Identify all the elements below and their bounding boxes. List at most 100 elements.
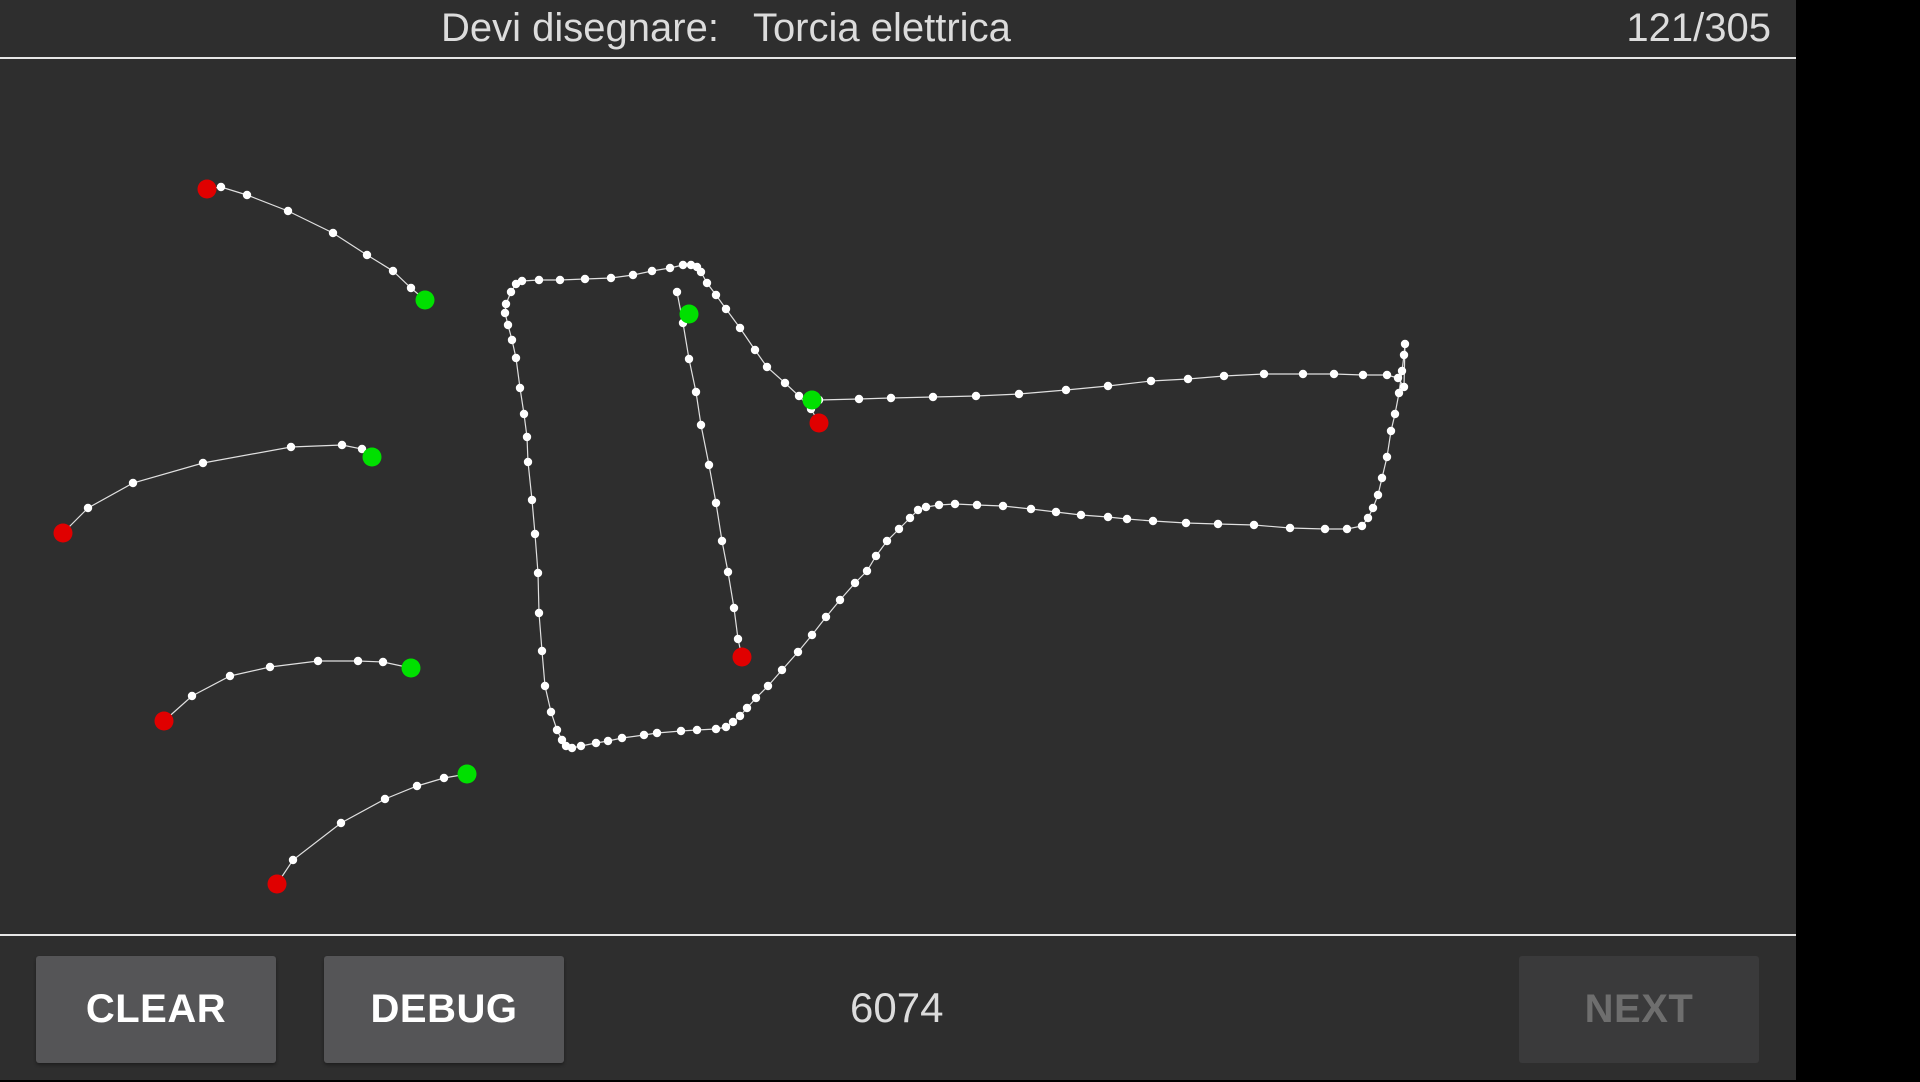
stroke-sample-point bbox=[1103, 512, 1113, 522]
stroke-sample-point bbox=[763, 681, 773, 691]
stroke-sample-point bbox=[580, 274, 590, 284]
stroke-sample-point bbox=[617, 733, 627, 743]
stroke-sample-point bbox=[692, 725, 702, 735]
stroke-sample-point bbox=[882, 536, 892, 546]
stroke-sample-point bbox=[519, 409, 529, 419]
stroke-sample-point bbox=[928, 392, 938, 402]
stroke-sample-point bbox=[576, 741, 586, 751]
stroke-sample-point bbox=[1122, 514, 1132, 524]
stroke-sample-point bbox=[742, 703, 752, 713]
stroke-sample-point bbox=[362, 250, 372, 260]
stroke-sample-point bbox=[794, 391, 804, 401]
stroke-sample-point bbox=[555, 275, 565, 285]
stroke-sample-point bbox=[380, 794, 390, 804]
stroke-sample-point bbox=[672, 287, 682, 297]
stroke-sample-point bbox=[1259, 369, 1269, 379]
stroke-sample-point bbox=[1377, 473, 1387, 483]
stroke-sample-point bbox=[686, 260, 696, 270]
stroke-sample-point bbox=[950, 499, 960, 509]
stroke-line bbox=[276, 773, 468, 885]
stroke-sample-point bbox=[523, 457, 533, 467]
stroke-sample-point bbox=[684, 354, 694, 364]
stroke-start-point bbox=[154, 711, 174, 731]
stroke-sample-point bbox=[283, 206, 293, 216]
stroke-sample-point bbox=[328, 228, 338, 238]
stroke-sample-point bbox=[998, 501, 1008, 511]
stroke-sample-point bbox=[336, 818, 346, 828]
stroke-sample-point bbox=[862, 566, 872, 576]
stroke-sample-point bbox=[793, 647, 803, 657]
stroke-sample-point bbox=[1400, 339, 1410, 349]
stroke-sample-point bbox=[728, 717, 738, 727]
stroke-sample-point bbox=[533, 568, 543, 578]
stroke-sample-point bbox=[530, 529, 540, 539]
stroke-sample-point bbox=[527, 495, 537, 505]
stroke-sample-point bbox=[1183, 374, 1193, 384]
stroke-sample-point bbox=[1358, 370, 1368, 380]
prompt-label: Devi disegnare: bbox=[441, 6, 719, 50]
stroke-sample-point bbox=[1051, 507, 1061, 517]
stroke-sample-point bbox=[696, 420, 706, 430]
stroke-sample-point bbox=[711, 498, 721, 508]
stroke-sample-point bbox=[242, 190, 252, 200]
stroke-sample-point bbox=[665, 263, 675, 273]
stroke-sample-point bbox=[534, 275, 544, 285]
stroke-sample-point bbox=[412, 781, 422, 791]
stroke-sample-point bbox=[1026, 504, 1036, 514]
stroke-sample-point bbox=[1146, 376, 1156, 386]
stroke-sample-point bbox=[1181, 518, 1191, 528]
stroke-sample-point bbox=[921, 502, 931, 512]
stroke-sample-point bbox=[652, 728, 662, 738]
stroke-sample-point bbox=[1342, 524, 1352, 534]
stroke-sample-point bbox=[567, 743, 577, 753]
stroke-sample-point bbox=[1399, 350, 1409, 360]
stroke-sample-point bbox=[606, 273, 616, 283]
clear-button[interactable]: CLEAR bbox=[36, 956, 276, 1063]
stroke-sample-point bbox=[534, 608, 544, 618]
stroke-sample-point bbox=[540, 681, 550, 691]
stroke-sample-point bbox=[128, 478, 138, 488]
stroke-sample-point bbox=[1103, 381, 1113, 391]
stroke-sample-point bbox=[388, 266, 398, 276]
stroke-sample-point bbox=[507, 335, 517, 345]
debug-button[interactable]: DEBUG bbox=[324, 956, 564, 1063]
stroke-sample-point bbox=[1219, 371, 1229, 381]
stroke-sample-point bbox=[735, 323, 745, 333]
stroke-sample-point bbox=[1393, 373, 1403, 383]
stroke-flashlight-switch bbox=[672, 287, 752, 667]
stroke-sample-point bbox=[1368, 503, 1378, 513]
stroke-sample-point bbox=[557, 735, 567, 745]
stroke-sample-point bbox=[511, 353, 521, 363]
stroke-sample-point bbox=[1249, 520, 1259, 530]
stroke-sample-point bbox=[286, 442, 296, 452]
stroke-sample-point bbox=[1329, 369, 1339, 379]
stroke-sample-point bbox=[552, 725, 562, 735]
stroke-end-point bbox=[362, 447, 382, 467]
stroke-sample-point bbox=[711, 290, 721, 300]
stroke-ray-4 bbox=[267, 764, 477, 894]
stroke-sample-point bbox=[511, 279, 521, 289]
stroke-sample-point bbox=[835, 595, 845, 605]
stroke-ray-1 bbox=[197, 179, 435, 310]
stroke-sample-point bbox=[717, 536, 727, 546]
stroke-end-point bbox=[401, 658, 421, 678]
stroke-sample-point bbox=[1298, 369, 1308, 379]
stroke-sample-point bbox=[515, 383, 525, 393]
drawing-canvas[interactable] bbox=[0, 59, 1796, 933]
footer-bar: CLEAR DEBUG 6074 NEXT bbox=[0, 934, 1796, 1082]
stroke-end-point bbox=[679, 304, 699, 324]
stroke-sample-point bbox=[216, 182, 226, 192]
header-bar: Devi disegnare: Torcia elettrica 121/305 bbox=[0, 0, 1796, 59]
stroke-sample-point bbox=[711, 724, 721, 734]
next-button[interactable]: NEXT bbox=[1519, 956, 1759, 1063]
stroke-sample-point bbox=[288, 855, 298, 865]
stroke-sample-point bbox=[704, 460, 714, 470]
stroke-sample-point bbox=[735, 711, 745, 721]
stroke-sample-point bbox=[546, 707, 556, 717]
stroke-sample-point bbox=[721, 722, 731, 732]
stroke-line bbox=[62, 444, 373, 534]
stroke-start-point bbox=[267, 874, 287, 894]
stroke-sample-point bbox=[357, 444, 367, 454]
stroke-sample-point bbox=[676, 726, 686, 736]
stroke-sample-point bbox=[503, 320, 513, 330]
